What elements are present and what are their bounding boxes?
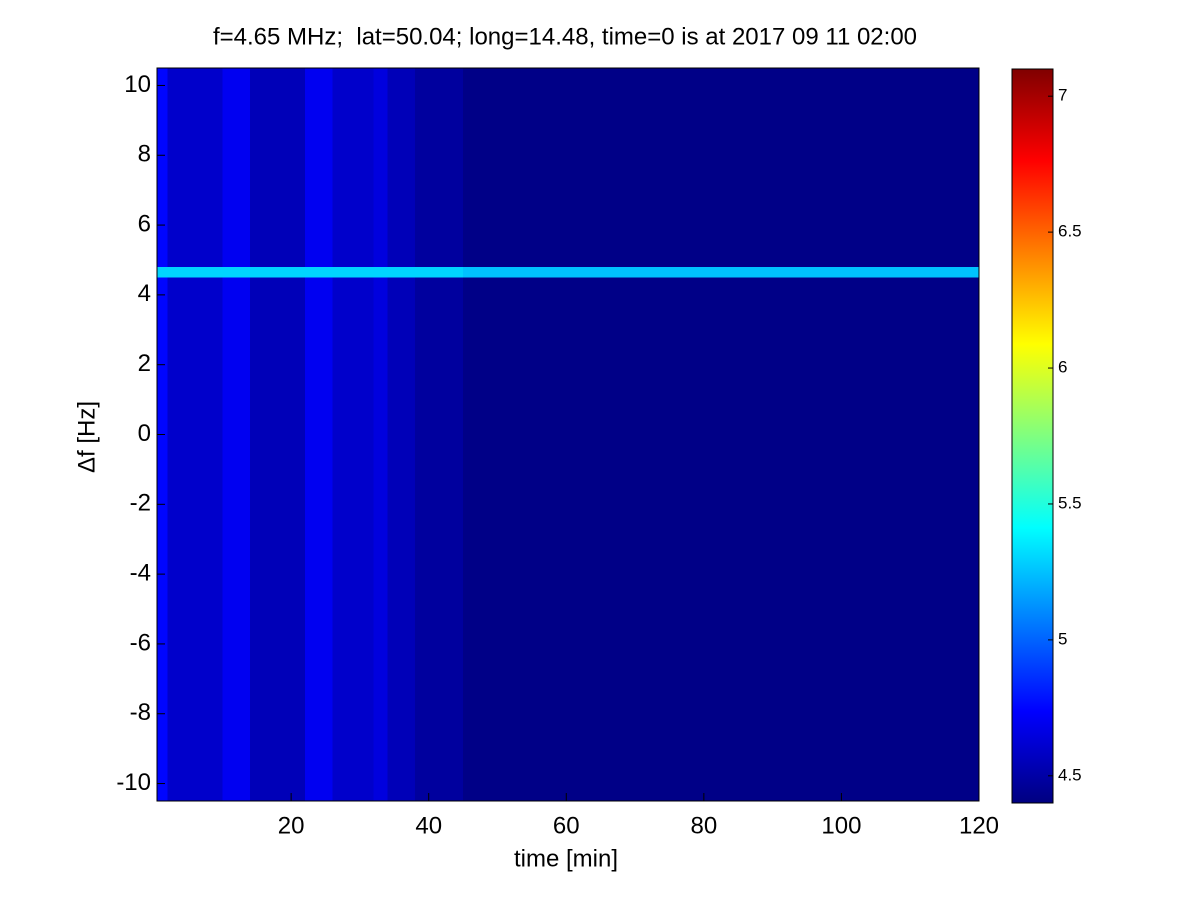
heatmap-cell — [249, 266, 305, 278]
heatmap-cell — [249, 277, 305, 801]
heatmap-cell — [414, 68, 464, 267]
heatmap-cell — [167, 277, 223, 801]
colorbar-tick-label: 5 — [1058, 629, 1067, 648]
colorbar-tick-label: 7 — [1058, 86, 1067, 105]
colorbar-tick-label: 5.5 — [1058, 493, 1082, 512]
heatmap-cell — [387, 266, 415, 278]
heatmap-cell — [373, 68, 388, 267]
heatmap-cell — [387, 68, 415, 267]
colorbar-tick-label: 4.5 — [1058, 765, 1082, 784]
heatmap-cell — [222, 277, 250, 801]
y-tick-label: 2 — [138, 350, 151, 377]
x-tick-label: 20 — [278, 812, 305, 839]
heatmap-cell — [304, 266, 333, 278]
y-tick-label: -2 — [130, 490, 151, 517]
heatmap-cell — [414, 277, 464, 801]
colorbar-tick-label: 6.5 — [1058, 222, 1082, 241]
y-tick-label: 6 — [138, 210, 151, 237]
chart-title: f=4.65 MHz; lat=50.04; long=14.48, time=… — [213, 23, 917, 50]
y-tick-label: 4 — [138, 280, 151, 307]
heatmap-cell — [387, 277, 415, 801]
heatmap-cell — [167, 68, 223, 267]
heatmap-cell — [167, 266, 223, 278]
heatmap-cell — [463, 277, 979, 801]
heatmap-cell — [332, 266, 374, 278]
heatmap-cell — [373, 277, 388, 801]
y-tick-label: -8 — [130, 699, 151, 726]
y-tick-label: -6 — [130, 629, 151, 656]
heatmap-cell — [157, 266, 168, 278]
heatmap-cell — [157, 68, 168, 267]
y-tick-label: 8 — [138, 141, 151, 168]
y-tick-label: -4 — [130, 559, 151, 586]
heatmap-cell — [463, 68, 979, 267]
heatmap-cell — [157, 277, 168, 801]
colorbar — [1011, 68, 1054, 804]
y-tick-label: 0 — [138, 420, 151, 447]
heatmap-cell — [222, 68, 250, 267]
heatmap-cell — [414, 266, 464, 278]
heatmap-cell — [373, 266, 388, 278]
y-tick-label: -10 — [116, 769, 151, 796]
heatmap-cell — [222, 266, 250, 278]
x-tick-label: 60 — [553, 812, 580, 839]
heatmap-cell — [249, 68, 305, 267]
x-tick-label: 40 — [415, 812, 442, 839]
heatmap-cell — [463, 266, 979, 278]
colorbar-tick-label: 6 — [1058, 358, 1067, 377]
x-axis-label: time [min] — [514, 845, 618, 872]
x-tick-label: 80 — [691, 812, 718, 839]
y-tick-label: 10 — [124, 71, 151, 98]
heatmap-cell — [332, 68, 374, 267]
heatmap-cell — [304, 68, 333, 267]
heatmap-cell — [304, 277, 333, 801]
heatmap-cell — [332, 277, 374, 801]
x-tick-label: 120 — [959, 812, 999, 839]
y-axis-label: Δf [Hz] — [73, 401, 100, 473]
x-tick-label: 100 — [821, 812, 861, 839]
